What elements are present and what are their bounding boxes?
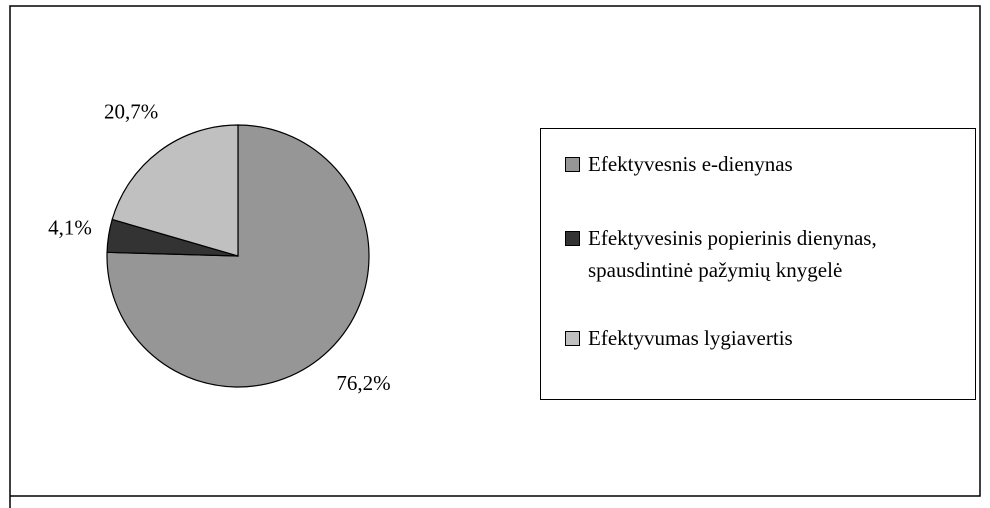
legend-swatch (565, 231, 580, 246)
legend-item: Efektyvumas lygiavertis (565, 322, 965, 354)
legend-label: Efektyvesinis popierinis dienynas, spaus… (588, 226, 877, 282)
pie-slice (111, 124, 239, 257)
data-label: 20,7% (104, 99, 158, 123)
legend-item: Efektyvesnis e-dienynas (565, 148, 965, 180)
legend-item: Efektyvesinis popierinis dienynas, spaus… (565, 222, 965, 286)
data-label: 76,2% (336, 371, 390, 395)
legend-swatch (565, 331, 580, 346)
frame (9, 5, 981, 508)
legend-swatch (565, 157, 580, 172)
data-label: 4,1% (48, 215, 92, 239)
legend-label: Efektyvesnis e-dienynas (588, 152, 793, 176)
legend: Efektyvesnis e-dienynas Efektyvesinis pop… (540, 128, 976, 400)
legend-label: Efektyvumas lygiavertis (588, 326, 793, 350)
